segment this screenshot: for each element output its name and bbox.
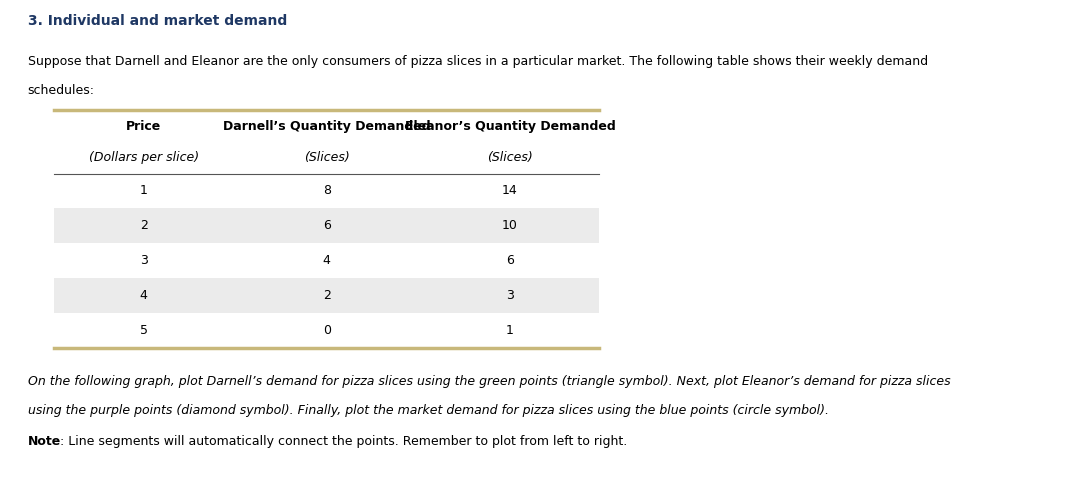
Text: 10: 10 — [502, 219, 518, 232]
Text: schedules:: schedules: — [27, 84, 95, 97]
Text: 0: 0 — [323, 324, 331, 337]
Text: 1: 1 — [140, 185, 147, 197]
Text: (Slices): (Slices) — [304, 152, 349, 164]
Text: 14: 14 — [502, 185, 518, 197]
Text: 5: 5 — [140, 324, 147, 337]
Text: (Slices): (Slices) — [487, 152, 532, 164]
FancyBboxPatch shape — [55, 208, 599, 243]
Text: 8: 8 — [323, 185, 331, 197]
Text: : Line segments will automatically connect the points. Remember to plot from lef: : Line segments will automatically conne… — [60, 435, 627, 448]
Text: On the following graph, plot Darnell’s demand for pizza slices using the green p: On the following graph, plot Darnell’s d… — [27, 375, 950, 388]
Text: Eleanor’s Quantity Demanded: Eleanor’s Quantity Demanded — [405, 120, 615, 133]
Text: Suppose that Darnell and Eleanor are the only consumers of pizza slices in a par: Suppose that Darnell and Eleanor are the… — [27, 55, 927, 68]
Text: 6: 6 — [506, 254, 514, 267]
Text: 3. Individual and market demand: 3. Individual and market demand — [27, 14, 287, 28]
Text: 2: 2 — [323, 289, 331, 302]
Text: 3: 3 — [506, 289, 514, 302]
Text: Price: Price — [125, 120, 161, 133]
Text: 4: 4 — [323, 254, 331, 267]
Text: using the purple points (diamond symbol). Finally, plot the market demand for pi: using the purple points (diamond symbol)… — [27, 404, 829, 417]
FancyBboxPatch shape — [55, 278, 599, 313]
Text: 2: 2 — [140, 219, 147, 232]
Text: 4: 4 — [140, 289, 147, 302]
Text: (Dollars per slice): (Dollars per slice) — [88, 152, 199, 164]
Text: 3: 3 — [140, 254, 147, 267]
Text: Note: Note — [27, 435, 61, 448]
Text: Darnell’s Quantity Demanded: Darnell’s Quantity Demanded — [223, 120, 431, 133]
Text: 6: 6 — [323, 219, 331, 232]
Text: 1: 1 — [506, 324, 514, 337]
